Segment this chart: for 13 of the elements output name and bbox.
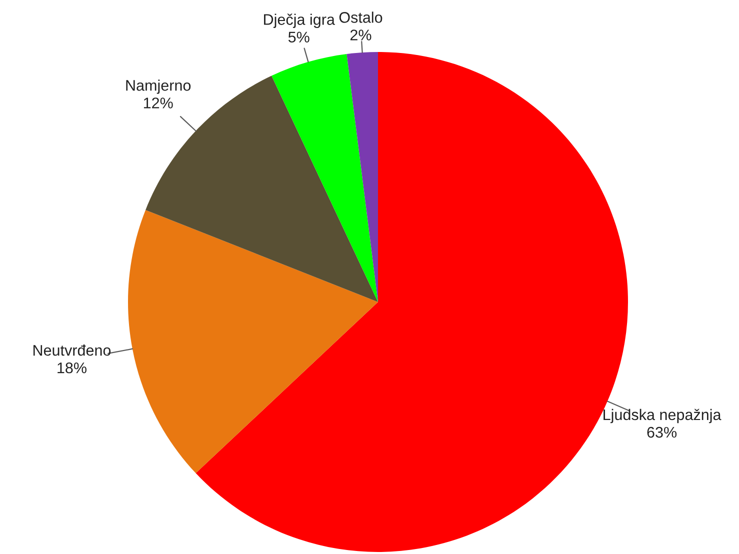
data-label: 2%	[350, 30, 372, 40]
data-label: 63%	[647, 426, 677, 438]
pie-slice	[272, 54, 378, 302]
slice-label: Ljudska nepažnja	[604, 408, 722, 424]
slice-label: Dječja igra	[264, 14, 335, 28]
data-label: 5%	[288, 32, 310, 43]
slice-label: Namjerno	[126, 80, 191, 94]
slice-label: Ostalo	[339, 12, 382, 23]
data-label: 18%	[58, 362, 86, 374]
pie-slice	[128, 210, 378, 474]
pie-slice	[346, 52, 378, 302]
slice-label: Neutvrđeno	[33, 344, 111, 356]
data-label: 12%	[144, 98, 173, 108]
